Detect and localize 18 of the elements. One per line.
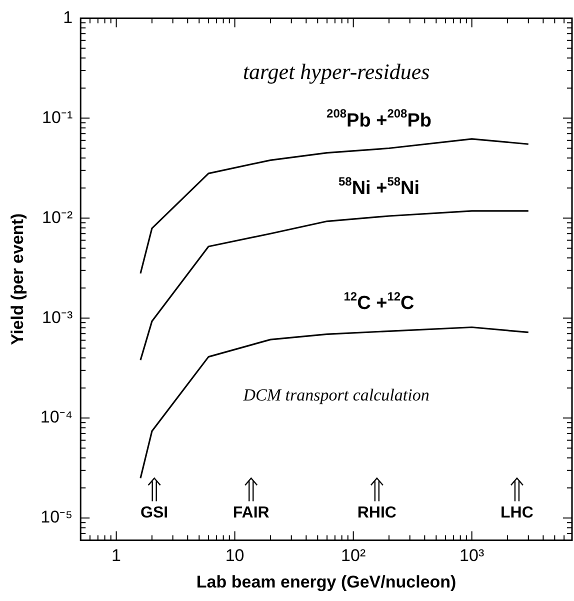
x-tick-label: 10² — [341, 546, 366, 566]
annotation: GSI — [140, 504, 168, 522]
y-tick-label: 10⁻² — [42, 208, 73, 227]
y-tick-label: 10⁻⁴ — [40, 408, 73, 427]
y-tick-label: 1 — [63, 8, 73, 27]
x-axis-title: Lab beam energy (GeV/nucleon) — [196, 572, 456, 592]
y-axis-title: Yield (per event) — [8, 213, 27, 346]
annotation: FAIR — [232, 504, 270, 522]
x-tick-label: 10³ — [460, 546, 484, 566]
annotation: DCM transport calculation — [242, 386, 430, 405]
x-tick-label: 1 — [112, 546, 122, 566]
annotation: RHIC — [357, 504, 397, 522]
x-tick-label: 10 — [225, 546, 244, 566]
annotation: LHC — [500, 504, 534, 522]
y-tick-label: 10⁻³ — [42, 308, 73, 327]
y-tick-label: 10⁻¹ — [42, 108, 73, 127]
y-tick-label: 10⁻⁵ — [40, 508, 73, 527]
annotation: target hyper-residues — [242, 58, 430, 84]
